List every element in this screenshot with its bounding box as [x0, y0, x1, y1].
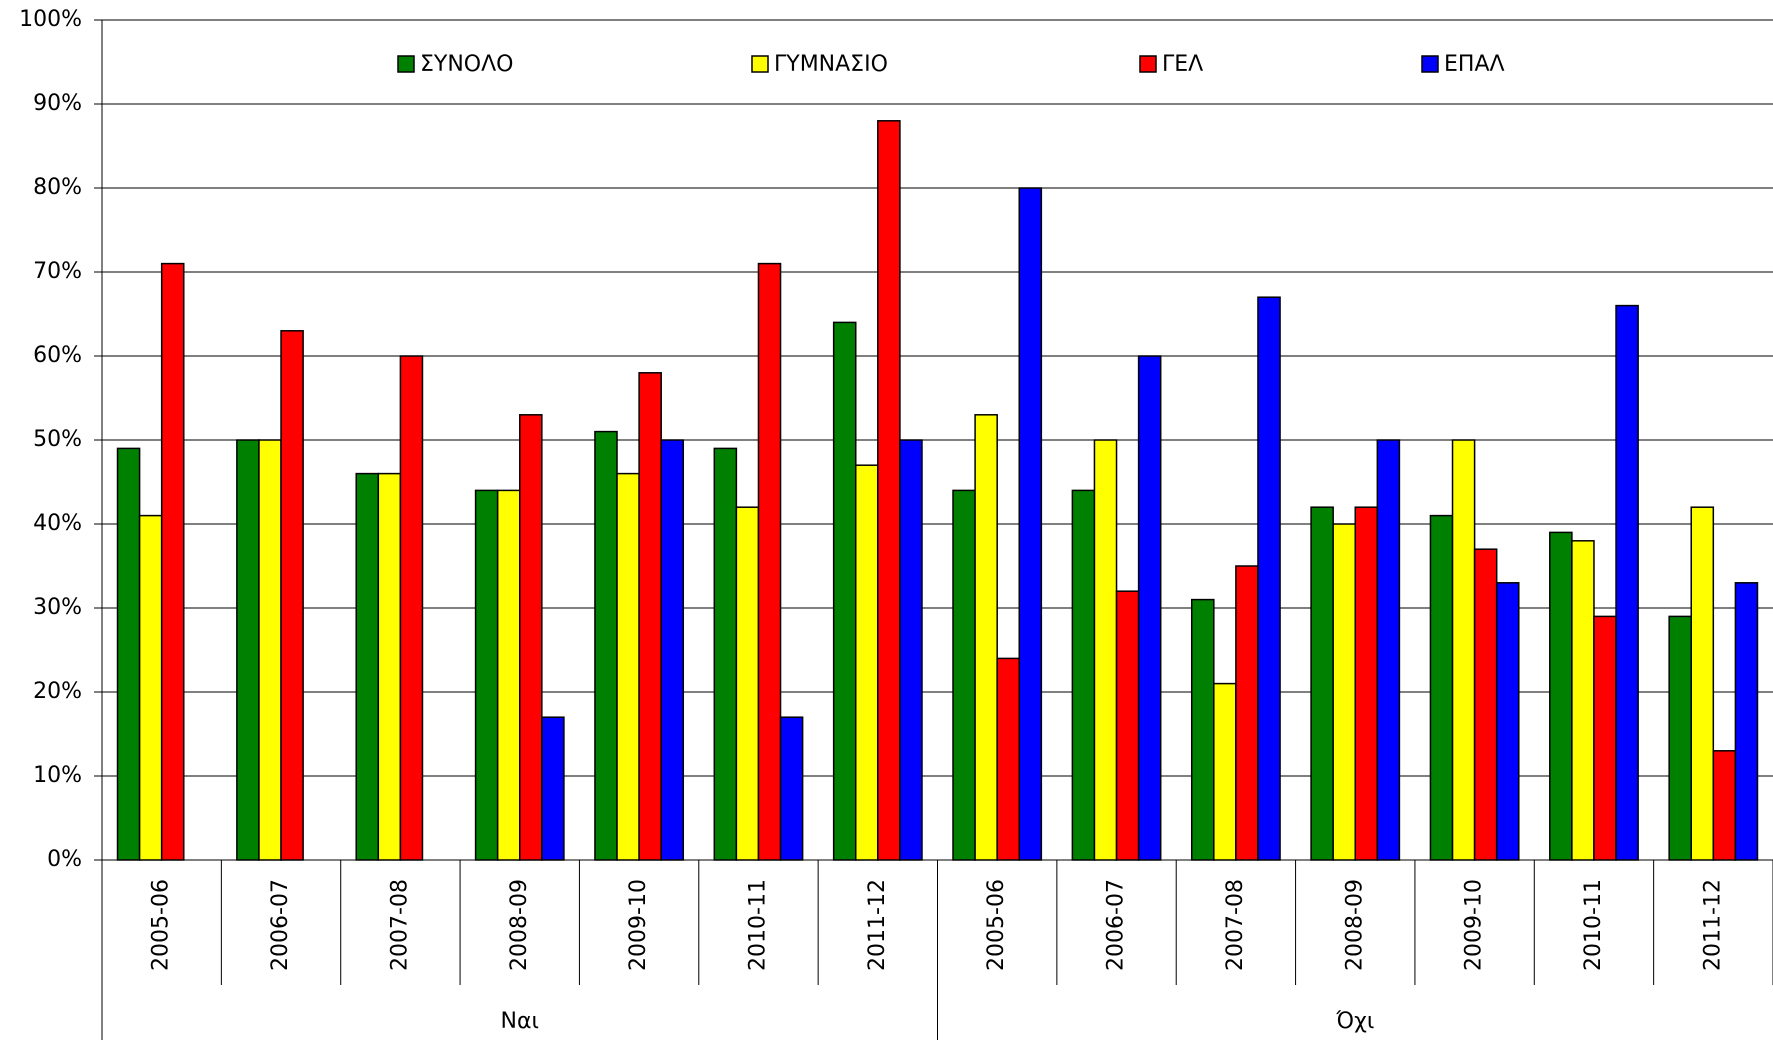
legend-swatch: [1139, 55, 1157, 73]
bar: [1549, 531, 1573, 861]
bar: [616, 472, 640, 861]
bar: [1690, 506, 1715, 861]
bar: [1615, 304, 1639, 861]
bar: [1571, 540, 1595, 861]
bar: [116, 447, 141, 861]
bar: [877, 120, 901, 861]
legend-label: ΓΕΛ: [1162, 52, 1203, 77]
bar: [974, 414, 998, 861]
x-tick-label: 2008-09: [1342, 879, 1367, 971]
x-tick-label: 2010-11: [745, 879, 770, 971]
bar: [236, 439, 260, 861]
bar: [280, 330, 304, 861]
bar: [1495, 582, 1520, 861]
bar: [1429, 514, 1454, 861]
legend-swatch: [397, 55, 415, 73]
bar: [541, 716, 565, 861]
y-tick-label: 20%: [33, 679, 82, 704]
bar: [1332, 523, 1357, 861]
bar: [1257, 296, 1281, 861]
y-tick-label: 90%: [33, 91, 82, 116]
x-tick-label: 2005-06: [149, 879, 174, 971]
bar: [1376, 439, 1401, 861]
legend-label: ΓΥΜΝΑΣΙΟ: [774, 52, 888, 77]
bar: [258, 439, 282, 861]
y-tick-label: 10%: [33, 763, 82, 788]
y-tick-label: 80%: [33, 175, 82, 200]
y-tick-label: 30%: [33, 595, 82, 620]
bar: [1093, 439, 1118, 861]
bar: [1354, 506, 1379, 861]
x-tick-label: 2006-07: [1104, 879, 1129, 971]
bar: [1712, 750, 1737, 861]
bar: [638, 372, 662, 861]
bar: [1213, 682, 1237, 861]
bar: [779, 716, 804, 861]
bar: [355, 472, 380, 861]
bar: [377, 472, 402, 861]
bar: [474, 489, 499, 861]
bar: [138, 514, 163, 861]
group-label: Ναι: [501, 1009, 539, 1034]
bar: [1018, 187, 1043, 861]
bar: [660, 439, 685, 861]
legend-label: ΣΥΝΟΛΟ: [420, 52, 513, 77]
y-tick-label: 40%: [33, 511, 82, 536]
bar: [1734, 582, 1759, 861]
x-tick-label: 2007-08: [1223, 879, 1248, 971]
bar: [832, 321, 857, 861]
bar: [952, 489, 976, 861]
bar: [1115, 590, 1140, 861]
y-tick-label: 60%: [33, 343, 82, 368]
x-tick-label: 2005-06: [984, 879, 1009, 971]
bar: [757, 262, 782, 861]
bar: [1668, 615, 1692, 861]
y-tick-label: 100%: [19, 7, 82, 32]
bar: [1593, 615, 1617, 861]
bar: [1310, 506, 1334, 861]
legend-swatch: [751, 55, 769, 73]
bar: [1473, 548, 1498, 861]
bar: [1235, 565, 1259, 861]
x-tick-label: 2009-10: [1462, 879, 1487, 971]
bar: [1137, 355, 1162, 861]
bar: [1451, 439, 1476, 861]
x-tick-label: 2010-11: [1581, 879, 1606, 971]
bar: [496, 489, 521, 861]
bar: [735, 506, 760, 861]
x-tick-label: 2007-08: [387, 879, 412, 971]
bar: [854, 464, 879, 861]
x-tick-label: 2008-09: [507, 879, 532, 971]
bar: [1071, 489, 1096, 861]
y-tick-label: 0%: [47, 847, 82, 872]
legend-swatch: [1421, 55, 1439, 73]
bar: [160, 262, 185, 861]
x-tick-label: 2009-10: [626, 879, 651, 971]
bar: [519, 414, 543, 861]
y-tick-label: 50%: [33, 427, 82, 452]
x-tick-label: 2006-07: [268, 879, 293, 971]
group-label: Όχι: [1335, 1009, 1374, 1034]
bar: [713, 447, 738, 861]
x-tick-label: 2011-12: [865, 879, 890, 971]
bar: [1190, 598, 1215, 861]
bar: [996, 657, 1021, 861]
bar: [899, 439, 923, 861]
x-tick-label: 2011-12: [1700, 879, 1725, 971]
y-tick-label: 70%: [33, 259, 82, 284]
bar: [594, 430, 618, 861]
bar: [399, 355, 424, 861]
legend-label: ΕΠΑΛ: [1444, 52, 1505, 77]
